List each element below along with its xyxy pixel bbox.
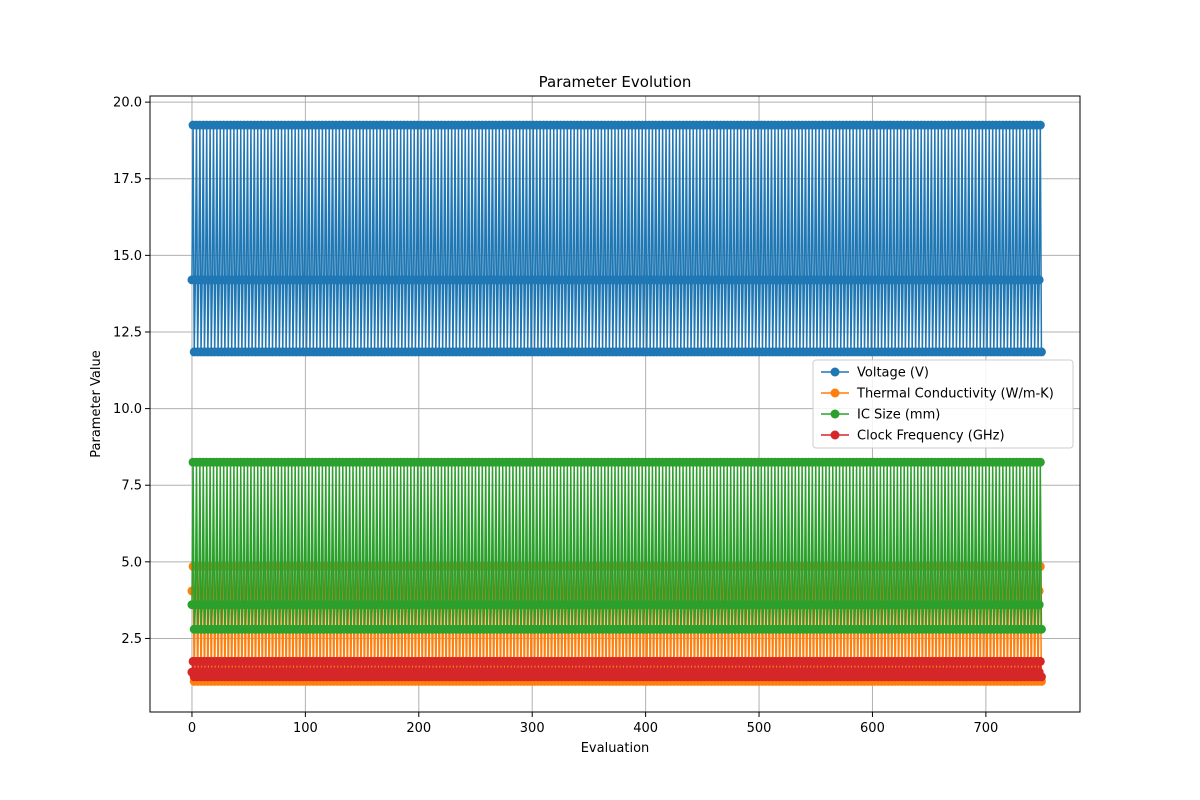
y-tick-label: 17.5 — [113, 172, 142, 187]
data-point — [1035, 656, 1045, 666]
data-point — [1035, 457, 1045, 467]
series-line — [191, 124, 1043, 353]
x-tick-label: 600 — [860, 721, 885, 736]
series-1 — [187, 120, 1046, 357]
y-tick-label: 12.5 — [113, 325, 142, 340]
data-point — [1036, 672, 1046, 682]
y-axis: 2.5 5.0 7.5 10.0 12.5 15.0 17.5 20.0 — [113, 96, 150, 647]
data-point — [1034, 600, 1044, 610]
y-tick-label: 10.0 — [113, 402, 142, 417]
x-tick-label: 100 — [293, 721, 318, 736]
y-tick-label: 5.0 — [121, 555, 142, 570]
plot-frame — [149, 95, 1081, 713]
legend-box — [812, 359, 1074, 449]
y-tick-label: 7.5 — [121, 479, 142, 494]
legend-label: Thermal Conductivity (W/m-K) — [856, 387, 1054, 402]
series-group — [187, 120, 1046, 686]
y-axis-title: Parameter Value — [89, 350, 104, 457]
data-point — [1036, 624, 1046, 634]
legend-swatch-marker — [830, 388, 840, 398]
legend-label: IC Size (mm) — [857, 408, 940, 423]
data-point — [1034, 275, 1044, 285]
legend-label: Clock Frequency (GHz) — [857, 429, 1005, 444]
x-tick-label: 0 — [188, 721, 196, 736]
x-tick-label: 400 — [633, 721, 658, 736]
x-tick-label: 700 — [973, 721, 998, 736]
y-tick-label: 2.5 — [121, 632, 142, 647]
legend-swatch-marker — [830, 367, 840, 377]
x-tick-label: 500 — [747, 721, 772, 736]
y-tick-label: 15.0 — [113, 249, 142, 264]
legend-item: Thermal Conductivity (W/m-K) — [821, 387, 1054, 402]
chart-title: Parameter Evolution — [539, 73, 692, 91]
x-axis: 0 100 200 300 400 500 600 700 — [188, 712, 998, 736]
legend-label: Voltage (V) — [857, 366, 929, 381]
legend-item: Voltage (V) — [821, 366, 929, 381]
series-4 — [187, 656, 1046, 682]
data-point — [1036, 347, 1046, 357]
legend-item: IC Size (mm) — [821, 408, 940, 423]
legend: Voltage (V) Thermal Conductivity (W/m-K) I… — [812, 359, 1074, 449]
legend-swatch-marker — [830, 430, 840, 440]
legend-swatch-marker — [830, 409, 840, 419]
x-tick-label: 200 — [406, 721, 431, 736]
data-point — [1035, 120, 1045, 130]
y-tick-label: 20.0 — [113, 96, 142, 111]
series-3 — [187, 457, 1046, 634]
x-tick-label: 300 — [520, 721, 545, 736]
x-axis-title: Evaluation — [581, 741, 650, 756]
legend-item: Clock Frequency (GHz) — [821, 429, 1005, 444]
